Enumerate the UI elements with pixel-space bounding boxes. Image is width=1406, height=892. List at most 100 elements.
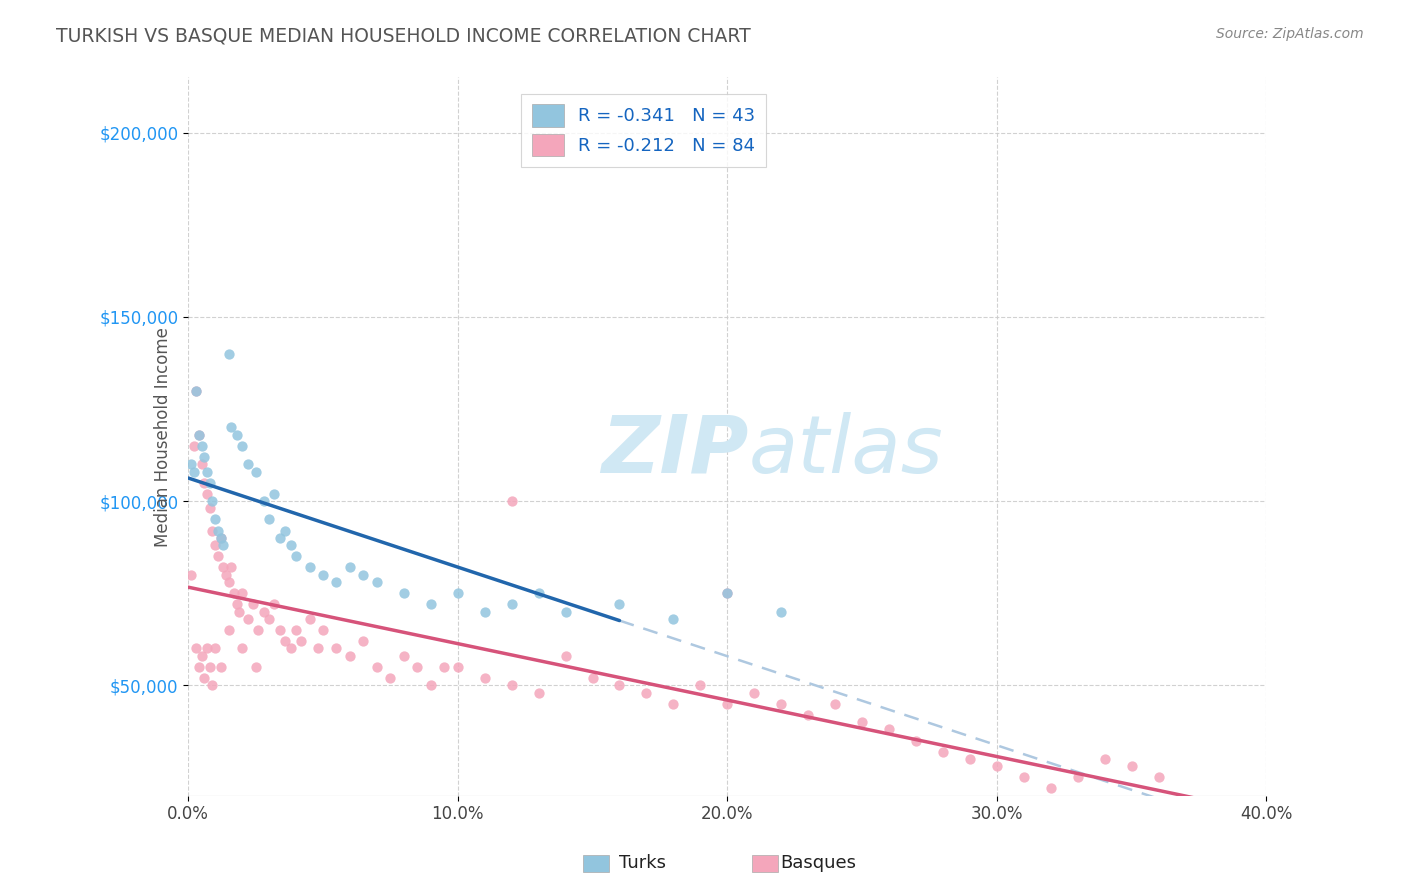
Point	[215, 567, 238, 582]
Point	[554, 605, 576, 619]
Point	[193, 671, 215, 685]
Point	[225, 597, 247, 611]
Point	[245, 465, 267, 479]
Point	[932, 745, 955, 759]
Point	[231, 641, 253, 656]
Point	[1012, 770, 1035, 784]
Point	[770, 697, 793, 711]
Point	[366, 575, 388, 590]
Point	[269, 531, 291, 545]
Point	[236, 457, 259, 471]
Point	[195, 465, 218, 479]
Point	[198, 501, 221, 516]
Point	[186, 384, 208, 398]
Point	[222, 586, 245, 600]
Point	[307, 641, 329, 656]
Point	[352, 634, 374, 648]
Point	[190, 457, 212, 471]
Point	[195, 641, 218, 656]
Point	[742, 685, 765, 699]
Point	[274, 634, 297, 648]
Point	[193, 475, 215, 490]
Point	[245, 660, 267, 674]
Point	[447, 660, 470, 674]
Point	[339, 560, 361, 574]
Point	[527, 586, 550, 600]
Point	[851, 715, 873, 730]
Text: atlas: atlas	[749, 412, 943, 490]
Point	[716, 697, 738, 711]
Text: TURKISH VS BASQUE MEDIAN HOUSEHOLD INCOME CORRELATION CHART: TURKISH VS BASQUE MEDIAN HOUSEHOLD INCOM…	[56, 27, 751, 45]
Point	[290, 634, 312, 648]
Point	[204, 538, 226, 552]
Point	[770, 605, 793, 619]
Point	[183, 465, 205, 479]
Y-axis label: Median Household Income: Median Household Income	[153, 326, 172, 547]
Point	[392, 648, 415, 663]
Point	[904, 733, 927, 747]
Point	[188, 660, 211, 674]
Point	[797, 707, 820, 722]
Point	[716, 586, 738, 600]
Point	[218, 575, 240, 590]
Point	[212, 538, 235, 552]
Point	[193, 450, 215, 464]
Point	[221, 420, 243, 434]
Point	[198, 660, 221, 674]
Point	[204, 641, 226, 656]
Point	[959, 752, 981, 766]
Point	[716, 586, 738, 600]
Point	[186, 641, 208, 656]
Point	[609, 597, 631, 611]
Point	[209, 660, 232, 674]
Point	[280, 641, 302, 656]
Point	[257, 612, 280, 626]
Point	[218, 623, 240, 637]
Text: Turks: Turks	[619, 855, 665, 872]
Point	[285, 549, 308, 564]
Point	[228, 605, 250, 619]
Point	[339, 648, 361, 663]
Point	[242, 597, 264, 611]
Point	[609, 678, 631, 692]
Point	[253, 494, 276, 508]
Point	[201, 678, 224, 692]
Point	[263, 597, 285, 611]
Point	[380, 671, 402, 685]
Point	[218, 347, 240, 361]
Point	[188, 427, 211, 442]
Point	[554, 648, 576, 663]
Point	[474, 605, 496, 619]
Text: Basques: Basques	[780, 855, 856, 872]
Point	[392, 586, 415, 600]
Point	[1121, 759, 1143, 773]
Point	[433, 660, 456, 674]
Point	[195, 486, 218, 500]
Point	[325, 575, 347, 590]
Point	[204, 512, 226, 526]
Point	[689, 678, 711, 692]
Point	[662, 612, 685, 626]
Point	[263, 486, 285, 500]
Point	[662, 697, 685, 711]
Point	[501, 678, 523, 692]
Point	[501, 494, 523, 508]
Point	[253, 605, 276, 619]
Point	[447, 586, 470, 600]
Point	[221, 560, 243, 574]
Point	[209, 531, 232, 545]
Point	[183, 439, 205, 453]
Point	[225, 427, 247, 442]
Point	[231, 586, 253, 600]
Point	[188, 427, 211, 442]
Point	[190, 648, 212, 663]
Point	[274, 524, 297, 538]
Point	[325, 641, 347, 656]
Point	[298, 612, 321, 626]
Point	[236, 612, 259, 626]
Point	[1094, 752, 1116, 766]
Point	[352, 567, 374, 582]
Point	[269, 623, 291, 637]
Point	[298, 560, 321, 574]
Point	[285, 623, 308, 637]
